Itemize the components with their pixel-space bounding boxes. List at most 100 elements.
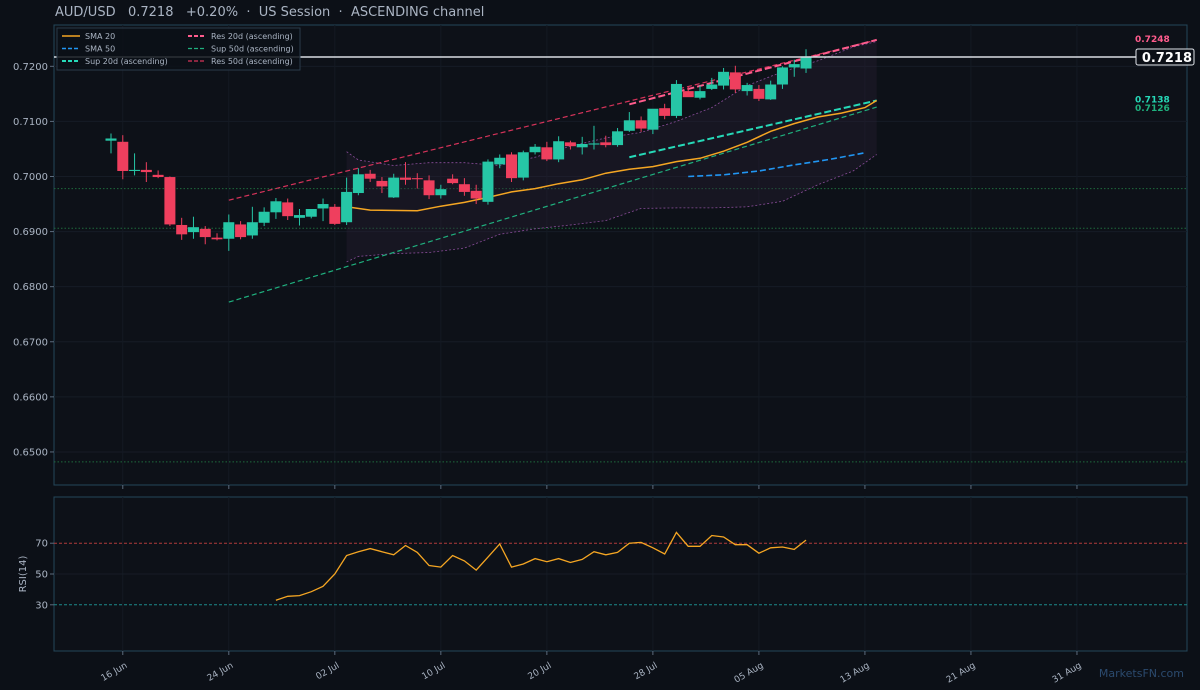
candle-body-down bbox=[411, 178, 423, 180]
candle-body-up bbox=[246, 222, 258, 236]
sma20-line bbox=[346, 99, 878, 212]
candle-body-up bbox=[529, 146, 541, 153]
candle-body-down bbox=[152, 174, 164, 178]
price-y-tick-label: 0.7100 bbox=[13, 117, 48, 128]
price-y-tick-label: 0.6800 bbox=[13, 282, 48, 293]
candle-body-down bbox=[600, 142, 612, 146]
last-price-badge bbox=[1135, 48, 1195, 66]
candle-body-down bbox=[164, 177, 176, 225]
candle-body-up bbox=[341, 191, 353, 223]
legend-sma20-label: SMA 20 bbox=[85, 32, 115, 41]
candle-body-down bbox=[364, 173, 376, 179]
sup-50d-line bbox=[228, 106, 877, 303]
last-price-badge-text: 0.7218 bbox=[1142, 51, 1192, 66]
price-y-tick-label: 0.6900 bbox=[13, 227, 48, 238]
price-y-tick-label: 0.6700 bbox=[13, 337, 48, 348]
candle-body-up bbox=[647, 108, 659, 130]
x-tick-label: 21 Aug bbox=[945, 661, 978, 686]
candle-body-down bbox=[235, 224, 247, 238]
x-tick-label: 05 Aug bbox=[733, 661, 766, 686]
candle-body-down bbox=[470, 190, 482, 199]
pattern-label: ASCENDING channel bbox=[350, 5, 485, 20]
watermark: MarketsFN.com bbox=[1098, 667, 1184, 680]
change-label: +0.20% bbox=[185, 5, 239, 20]
candle-body-down bbox=[117, 141, 129, 171]
res-50d-line bbox=[228, 39, 877, 201]
candle-body-up bbox=[623, 120, 635, 131]
candle-body-up bbox=[576, 143, 588, 148]
price-y-tick-label: 0.6500 bbox=[13, 447, 48, 458]
candle-body-up bbox=[670, 83, 682, 116]
candle-body-down bbox=[635, 120, 647, 129]
candle-body-up bbox=[612, 131, 624, 146]
sup-50d-value-label: 0.7126 bbox=[1135, 104, 1170, 114]
candle-body-up bbox=[718, 71, 730, 86]
candle-body-up bbox=[305, 209, 317, 217]
legend-res20d-label: Res 20d (ascending) bbox=[211, 32, 293, 41]
candle-body-up bbox=[741, 85, 753, 92]
chart-title: AUD/USD 0.7218 +0.20% · US Session · ASC… bbox=[55, 5, 484, 20]
candle-body-down bbox=[447, 178, 459, 184]
candle-body-up bbox=[788, 64, 800, 68]
candle-body-up bbox=[776, 67, 788, 85]
candle-body-down bbox=[329, 206, 341, 224]
title-separator: · bbox=[246, 5, 251, 20]
candle-body-up bbox=[435, 189, 447, 196]
candle-body-up bbox=[293, 215, 305, 218]
symbol-label: AUD/USD bbox=[55, 5, 116, 20]
rsi-y-tick-label: 70 bbox=[35, 539, 48, 550]
rsi-y-tick-label: 50 bbox=[35, 570, 48, 581]
candle-body-up bbox=[553, 141, 565, 160]
x-tick-label: 02 Jul bbox=[315, 661, 342, 682]
sup-20d-value-label: 0.7138 bbox=[1135, 95, 1170, 105]
candle-body-down bbox=[423, 180, 435, 196]
price-panel bbox=[53, 24, 1188, 486]
band-lower-line bbox=[346, 154, 877, 263]
legend-sup20d-label: Sup 20d (ascending) bbox=[85, 57, 168, 66]
candle-body-down bbox=[140, 169, 152, 173]
price-y-tick-label: 0.7200 bbox=[13, 62, 48, 73]
candle-body-up bbox=[388, 177, 400, 198]
candle-body-down bbox=[458, 184, 470, 192]
candle-body-down bbox=[506, 154, 518, 179]
rsi-y-tick-label: 30 bbox=[35, 600, 48, 611]
candle-body-down bbox=[176, 224, 188, 235]
legend-sup50d-label: Sup 50d (ascending) bbox=[211, 45, 294, 54]
candle-body-up bbox=[223, 222, 235, 239]
candle-body-up bbox=[517, 152, 529, 178]
price-label: 0.7218 bbox=[127, 5, 174, 20]
legend-box bbox=[56, 27, 301, 71]
candle-body-up bbox=[270, 201, 282, 213]
res-20d-line bbox=[629, 38, 877, 106]
candle-body-up bbox=[694, 91, 706, 98]
candle-body-down bbox=[659, 108, 671, 116]
rsi-line bbox=[275, 531, 807, 601]
legend-res50d-label: Res 50d (ascending) bbox=[211, 57, 293, 66]
x-tick-label: 10 Jul bbox=[421, 661, 448, 682]
candle-body-down bbox=[199, 228, 211, 238]
candle-body-down bbox=[682, 91, 694, 98]
candle-body-down bbox=[564, 142, 576, 147]
legend-sma50-label: SMA 50 bbox=[85, 45, 115, 54]
price-y-tick-label: 0.6600 bbox=[13, 392, 48, 403]
sma50-line bbox=[688, 152, 866, 178]
rsi-axis-label: RSI(14) bbox=[18, 556, 29, 593]
candle-body-down bbox=[729, 72, 741, 90]
candle-body-up bbox=[765, 84, 777, 100]
candle-body-up bbox=[706, 84, 718, 89]
x-tick-label: 13 Aug bbox=[839, 661, 872, 686]
candle-body-up bbox=[129, 169, 141, 171]
candle-body-down bbox=[376, 180, 388, 187]
x-tick-label: 16 Jun bbox=[100, 661, 130, 684]
x-tick-label: 31 Aug bbox=[1051, 661, 1084, 686]
x-tick-label: 20 Jul bbox=[527, 661, 554, 682]
candle-body-up bbox=[800, 56, 812, 69]
x-tick-label: 28 Jul bbox=[633, 661, 660, 682]
candle-body-down bbox=[211, 237, 223, 240]
price-y-tick-label: 0.7000 bbox=[13, 172, 48, 183]
candle-body-down bbox=[400, 177, 411, 180]
candle-body-up bbox=[482, 161, 494, 202]
sup-20d-line bbox=[629, 99, 877, 159]
res-20d-value-label: 0.7248 bbox=[1135, 35, 1170, 45]
